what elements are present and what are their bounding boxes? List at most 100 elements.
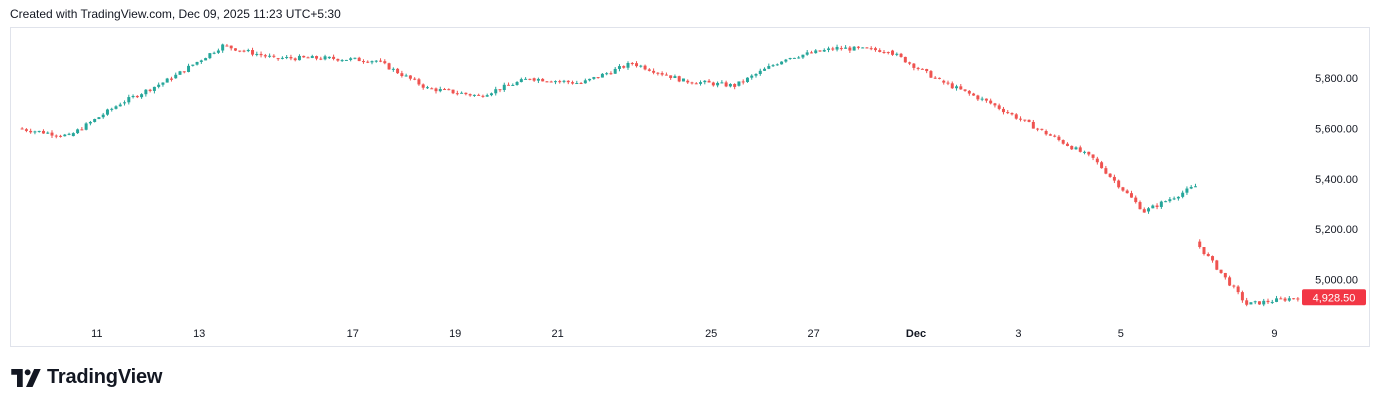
candle-body bbox=[105, 109, 109, 115]
candle-body bbox=[545, 81, 549, 83]
candle-body bbox=[724, 82, 728, 87]
candle-body bbox=[677, 76, 681, 82]
candle-body bbox=[494, 89, 498, 94]
candle-body bbox=[856, 46, 860, 48]
y-tick-label-4: 5,800.00 bbox=[1315, 73, 1358, 85]
candle-body bbox=[1142, 209, 1146, 213]
candle-body bbox=[229, 45, 233, 49]
candle-body bbox=[1129, 193, 1133, 198]
candle-body bbox=[1078, 147, 1082, 152]
candle-body bbox=[1275, 298, 1279, 302]
candle-body bbox=[297, 55, 301, 61]
candle-body bbox=[1206, 253, 1210, 257]
candle-body bbox=[664, 74, 668, 76]
candle-body bbox=[472, 94, 476, 96]
candle-body bbox=[536, 78, 540, 81]
candle-body bbox=[737, 81, 741, 86]
candle-body bbox=[97, 117, 101, 120]
y-tick-label-0: 5,000.00 bbox=[1315, 274, 1358, 286]
candle-body bbox=[818, 50, 822, 52]
candle-body bbox=[451, 89, 455, 94]
candle-body bbox=[600, 73, 604, 78]
candle-body bbox=[80, 129, 84, 131]
candle-body bbox=[827, 48, 831, 50]
candle-body bbox=[191, 64, 195, 66]
candle-body bbox=[268, 55, 272, 57]
candle-body bbox=[366, 61, 370, 63]
candle-body bbox=[468, 94, 472, 96]
candle-body bbox=[425, 87, 429, 89]
candle-body bbox=[1044, 131, 1048, 135]
candle-body bbox=[967, 90, 971, 94]
candle-body bbox=[1125, 190, 1129, 194]
candle-body bbox=[1253, 301, 1257, 303]
last-price-tag: 4,928.50 bbox=[1302, 289, 1366, 306]
candle-body bbox=[763, 68, 767, 71]
candle-body bbox=[583, 80, 587, 84]
candle-body bbox=[1112, 176, 1116, 181]
candle-body bbox=[502, 84, 506, 91]
candle-body bbox=[617, 66, 621, 69]
candle-body bbox=[1283, 298, 1287, 301]
candle-body bbox=[758, 70, 762, 74]
candle-body bbox=[1236, 286, 1240, 293]
x-tick-label-4: 21 bbox=[551, 328, 563, 340]
candle-body bbox=[673, 76, 677, 79]
candle-body bbox=[942, 80, 946, 83]
candle-body bbox=[750, 75, 754, 78]
candle-body bbox=[972, 93, 976, 96]
candle-body bbox=[925, 69, 929, 72]
candle-body bbox=[1121, 187, 1125, 191]
candle-body bbox=[681, 78, 685, 82]
candle-body bbox=[558, 81, 562, 83]
candle-body bbox=[340, 60, 344, 62]
candle-body bbox=[861, 47, 865, 49]
candle-body bbox=[174, 74, 178, 79]
candle-body bbox=[310, 56, 314, 59]
candle-body bbox=[327, 56, 331, 59]
candle-body bbox=[814, 50, 818, 54]
candle-body bbox=[289, 56, 293, 59]
candle-body bbox=[84, 123, 88, 130]
candle-body bbox=[464, 92, 468, 95]
y-tick-label-1: 5,200.00 bbox=[1315, 224, 1358, 236]
candle-body bbox=[963, 89, 967, 91]
candle-body bbox=[123, 102, 127, 104]
candle-body bbox=[528, 78, 532, 80]
candle-body bbox=[477, 94, 481, 96]
candle-body bbox=[903, 56, 907, 63]
candle-body bbox=[140, 94, 144, 98]
candle-body bbox=[1040, 128, 1044, 130]
candle-body bbox=[29, 130, 33, 133]
candle-body bbox=[148, 89, 152, 91]
candle-body bbox=[1228, 277, 1232, 286]
price-chart[interactable]: 5,000.00 5,200.00 5,400.00 5,600.00 5,800.00… bbox=[10, 27, 1370, 347]
candle-body bbox=[1134, 197, 1138, 203]
candle-body bbox=[733, 84, 737, 87]
candle-body bbox=[336, 58, 340, 61]
candle-body bbox=[886, 52, 890, 54]
candle-body bbox=[844, 47, 848, 49]
candle-body bbox=[873, 48, 877, 51]
candle-body bbox=[809, 52, 813, 54]
candle-body bbox=[507, 84, 511, 86]
candle-body bbox=[344, 59, 348, 61]
candle-body bbox=[131, 95, 135, 98]
candle-body bbox=[41, 130, 45, 134]
candle-body bbox=[1083, 151, 1087, 153]
candle-body bbox=[233, 48, 237, 51]
candle-body bbox=[93, 119, 97, 122]
candle-body bbox=[349, 58, 353, 60]
candle-body bbox=[272, 55, 276, 57]
candle-body bbox=[690, 82, 694, 84]
candle-body bbox=[332, 56, 336, 59]
candle-body bbox=[647, 69, 651, 71]
candle-body bbox=[916, 67, 920, 69]
candle-body bbox=[1095, 158, 1099, 163]
x-tick-label-10: 9 bbox=[1271, 328, 1277, 340]
candle-body bbox=[1087, 151, 1091, 155]
candle-body bbox=[976, 95, 980, 100]
candle-body bbox=[169, 78, 173, 80]
candle-body bbox=[899, 53, 903, 57]
candle-body bbox=[553, 81, 557, 83]
